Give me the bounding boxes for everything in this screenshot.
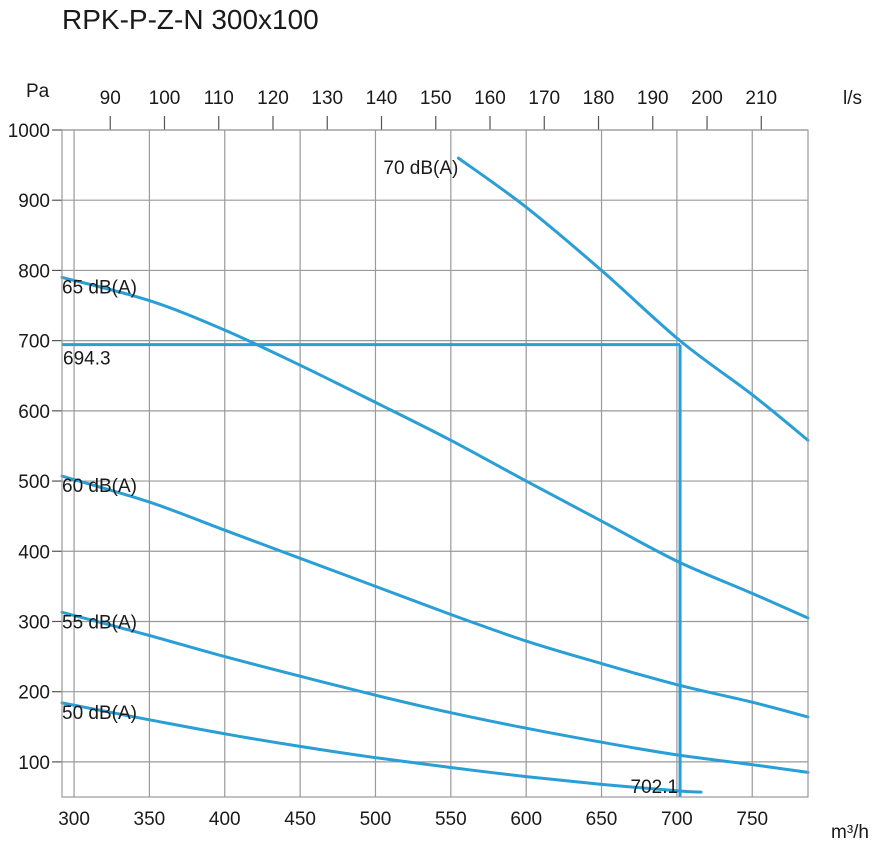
series-label-5: 50 dB(A)	[62, 703, 137, 724]
top-tick-label: 200	[691, 88, 723, 109]
top-tick-label: 140	[366, 88, 398, 109]
x-tick-label: 450	[284, 809, 316, 830]
x-tick-label: 700	[661, 809, 693, 830]
x-tick-label: 650	[586, 809, 618, 830]
x-tick-label: 550	[435, 809, 467, 830]
y-tick-label: 800	[18, 261, 50, 282]
x-tick-label: 400	[209, 809, 241, 830]
operating-point-pressure-label: 694.3	[63, 349, 111, 370]
top-tick-label: 190	[637, 88, 669, 109]
top-tick-label: 160	[474, 88, 506, 109]
series-line-1	[456, 156, 810, 442]
y-axis-unit: Pa	[26, 81, 50, 102]
y-tick-label: 400	[18, 542, 50, 563]
top-tick-label: 170	[528, 88, 560, 109]
series-lines	[60, 156, 810, 794]
x-axis-unit: m³/h	[831, 822, 869, 842]
y-tick-label: 1000	[8, 121, 50, 142]
top-tick-label: 100	[149, 88, 181, 109]
x-tick-label: 350	[134, 809, 166, 830]
plot-frame	[61, 129, 809, 798]
x-tick-label: 500	[360, 809, 392, 830]
top-tick-label: 120	[257, 88, 289, 109]
top-tick-label: 130	[311, 88, 343, 109]
top-tick-label: 210	[745, 88, 777, 109]
y-tick-label: 100	[18, 753, 50, 774]
top-tick-label: 110	[204, 88, 234, 109]
operating-point	[62, 343, 682, 797]
top-axis-unit: l/s	[843, 88, 862, 109]
y-tick-label: 700	[18, 332, 50, 353]
series-label-3: 60 dB(A)	[62, 476, 137, 497]
grid	[52, 129, 808, 797]
x-tick-label: 600	[510, 809, 542, 830]
operating-point-flow-label: 702.1	[631, 777, 679, 798]
x-tick-label: 300	[58, 809, 90, 830]
y-tick-label: 500	[18, 472, 50, 493]
axis-labels: 300 350 400 450 500 550 600 650 700 750 100 200 300 4…	[8, 88, 777, 830]
y-tick-label: 200	[18, 683, 50, 704]
series-line-5	[60, 701, 703, 794]
x-tick-label: 750	[736, 809, 768, 830]
y-tick-label: 300	[18, 612, 50, 633]
series-line-3	[60, 474, 810, 719]
series-line-2	[60, 275, 810, 620]
series-label-2: 65 dB(A)	[62, 277, 137, 298]
series-label-4: 55 dB(A)	[62, 612, 137, 633]
top-tick-label: 150	[420, 88, 452, 109]
y-tick-label: 600	[18, 402, 50, 423]
top-tick-label: 180	[583, 88, 615, 109]
top-tick-label: 90	[100, 88, 121, 109]
series-label-1: 70 dB(A)	[383, 158, 458, 179]
chart-title: RPK-P-Z-N 300x100	[62, 4, 319, 35]
top-axis-ticks	[109, 116, 762, 130]
series-line-4	[60, 610, 810, 774]
y-tick-label: 900	[18, 191, 50, 212]
